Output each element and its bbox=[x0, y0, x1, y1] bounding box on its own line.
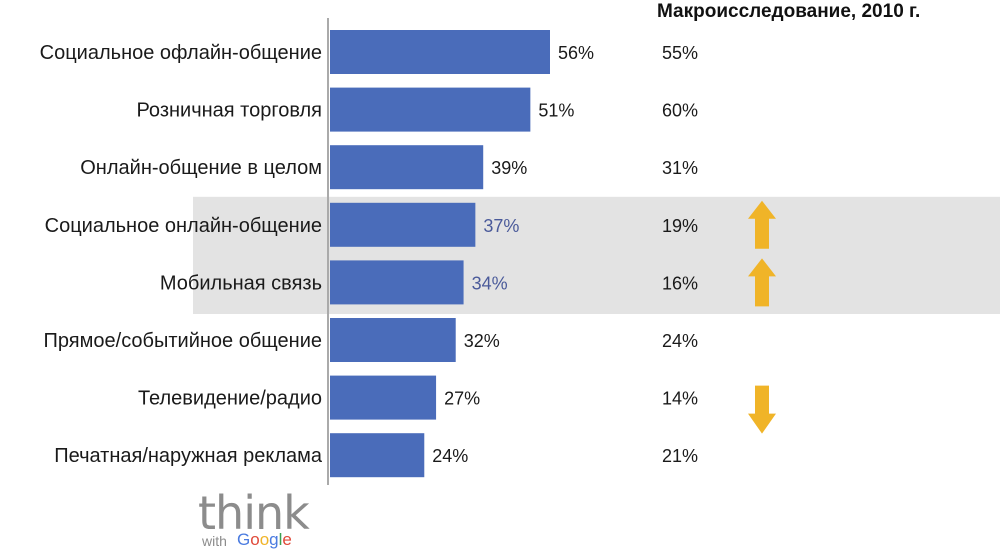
value-label-6: 32% bbox=[464, 331, 500, 351]
google-logo-letter: e bbox=[282, 530, 292, 549]
comparison-value-8: 21% bbox=[662, 446, 698, 466]
comparison-value-4: 19% bbox=[662, 216, 698, 236]
bar-5 bbox=[330, 260, 464, 305]
category-label-8: Печатная/наружная реклама bbox=[54, 445, 323, 467]
comparison-value-2: 60% bbox=[662, 101, 698, 121]
comparison-value-1: 55% bbox=[662, 43, 698, 63]
comparison-value-7: 14% bbox=[662, 389, 698, 409]
bar-1 bbox=[330, 30, 550, 74]
arrow-up-icon bbox=[748, 258, 776, 307]
comparison-value-5: 16% bbox=[662, 273, 698, 293]
value-label-4: 37% bbox=[483, 216, 519, 236]
value-label-7: 27% bbox=[444, 389, 480, 409]
google-logo-letter: o bbox=[250, 530, 260, 549]
bar-2 bbox=[330, 87, 531, 132]
comparison-value-3: 31% bbox=[662, 158, 698, 178]
google-logo-letter: l bbox=[278, 530, 283, 549]
google-logo-letter: G bbox=[237, 530, 251, 549]
comparison-title: Макроисследование, 2010 г. bbox=[657, 1, 920, 22]
value-label-5: 34% bbox=[472, 273, 508, 293]
think-logo-text: think bbox=[198, 486, 310, 540]
category-label-7: Телевидение/радио bbox=[138, 388, 322, 410]
arrow-up-icon bbox=[748, 200, 776, 249]
category-label-2: Розничная торговля bbox=[136, 100, 322, 122]
value-label-2: 51% bbox=[538, 101, 574, 121]
with-logo-text: with bbox=[202, 533, 227, 549]
category-label-3: Онлайн-общение в целом bbox=[80, 157, 322, 179]
category-label-6: Прямое/событийное общение bbox=[44, 330, 322, 352]
google-logo-letter: o bbox=[259, 530, 270, 549]
category-label-4: Социальное онлайн-общение bbox=[45, 215, 322, 237]
value-label-1: 56% bbox=[558, 43, 594, 63]
bar-3 bbox=[330, 145, 484, 190]
category-label-1: Социальное офлайн-общение bbox=[40, 42, 322, 64]
bar-6 bbox=[330, 318, 456, 362]
category-label-5: Мобильная связь bbox=[160, 272, 322, 294]
bar-8 bbox=[330, 433, 425, 478]
bar-4 bbox=[330, 202, 476, 247]
google-logo: Google bbox=[237, 531, 292, 548]
comparison-value-6: 24% bbox=[662, 331, 698, 351]
value-label-3: 39% bbox=[491, 158, 527, 178]
arrow-down-icon bbox=[748, 385, 776, 434]
bar-7 bbox=[330, 375, 437, 420]
value-label-8: 24% bbox=[432, 446, 468, 466]
google-logo-letter: g bbox=[269, 530, 279, 549]
